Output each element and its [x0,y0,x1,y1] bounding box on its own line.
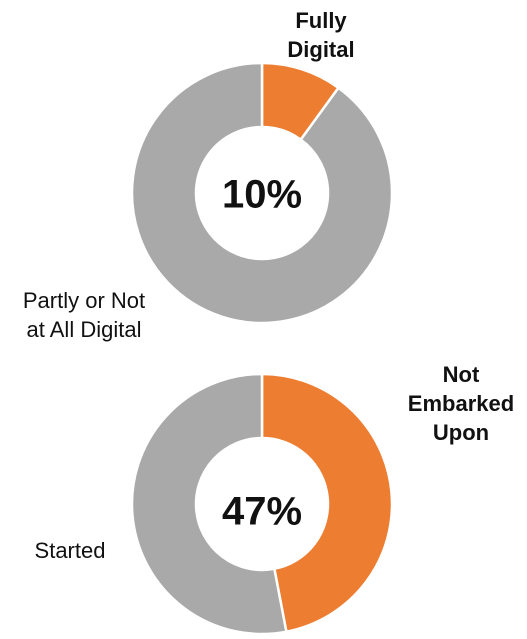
label-line: Partly or Not [22,288,146,313]
donut-chart-not-embarked [130,372,394,636]
donut-slice-partly-or-not-at-all-digital [130,61,394,325]
donut-slice-not-embarked-upon [260,372,394,634]
label-not-embarked-upon: Not Embarked Upon [400,360,522,447]
label-fully-digital: Fully Digital [266,6,376,64]
label-line: Embarked [407,391,515,416]
donut-center-value: 47% [221,489,303,534]
label-line: Started [34,538,106,563]
label-line: at All Digital [26,317,142,342]
label-line: Upon [432,420,490,445]
label-partly-digital: Partly or Not at All Digital [4,286,164,344]
label-line: Digital [287,37,355,62]
donut-chart-fully-digital [130,61,394,325]
label-started: Started [20,536,120,565]
label-line: Not [442,362,480,387]
donut-center-value: 10% [221,172,303,217]
donut-slice-started [130,372,288,636]
label-line: Fully [295,8,347,33]
